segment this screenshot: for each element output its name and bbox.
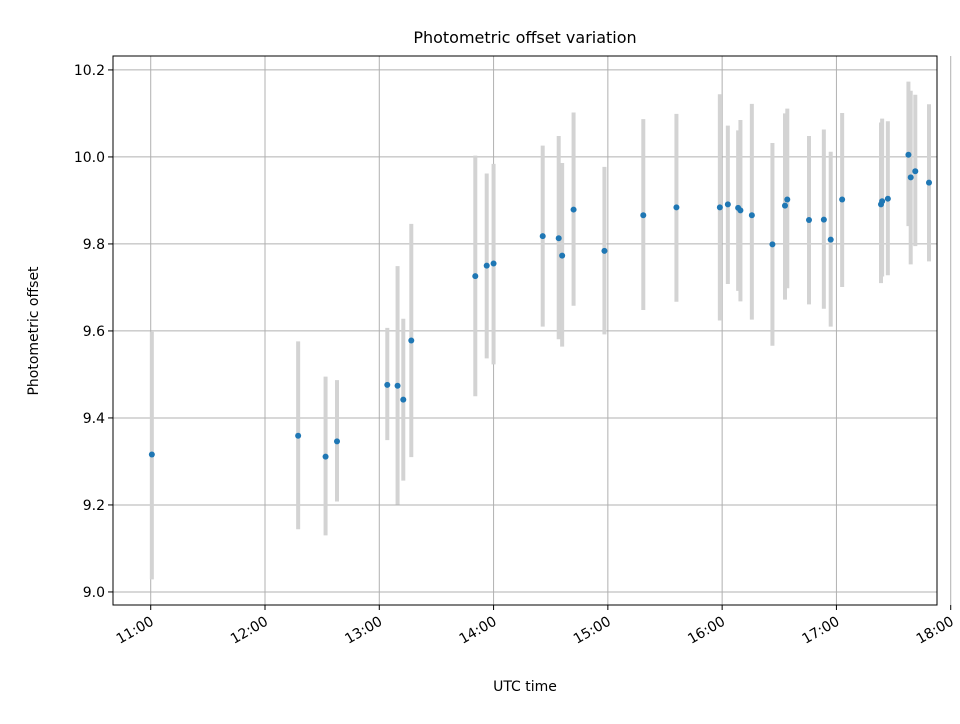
data-point	[884, 195, 891, 202]
y-tick-label: 9.4	[83, 411, 105, 427]
y-axis: 9.0 9.2 9.4 9.6 9.8 10.0 10.2	[74, 63, 113, 601]
y-tick-label: 9.0	[83, 585, 105, 601]
data-point	[912, 168, 919, 175]
data-point	[724, 201, 731, 208]
data-point	[782, 202, 788, 209]
y-tick-label: 9.8	[83, 237, 105, 253]
point-layer	[148, 151, 932, 460]
data-point	[483, 262, 490, 269]
data-point	[769, 241, 776, 248]
y-tick-label: 10.2	[74, 63, 105, 79]
data-point	[322, 453, 329, 460]
data-point	[905, 151, 912, 158]
data-point	[559, 252, 566, 259]
data-point	[539, 233, 546, 240]
data-point	[400, 396, 407, 403]
data-point	[334, 438, 340, 445]
data-point	[907, 174, 914, 181]
chart-title: Photometric offset variation	[413, 28, 636, 47]
data-point	[384, 381, 391, 388]
y-tick-label: 9.2	[83, 498, 105, 514]
y-axis-label: Photometric offset	[26, 266, 42, 396]
data-point	[784, 196, 791, 203]
grid-layer	[113, 56, 952, 605]
data-point	[827, 236, 834, 243]
data-point	[748, 212, 755, 219]
data-point	[490, 260, 497, 267]
data-point	[737, 207, 744, 214]
y-tick-label: 9.6	[83, 324, 105, 340]
x-axis-label: UTC time	[493, 679, 557, 695]
data-point	[555, 235, 562, 242]
data-point	[806, 217, 812, 224]
data-point	[472, 273, 479, 280]
data-point	[408, 337, 415, 344]
data-point	[673, 204, 680, 211]
data-point	[926, 179, 932, 186]
y-tick-label: 10.0	[74, 150, 105, 166]
data-point	[820, 216, 827, 223]
data-point	[879, 198, 886, 205]
data-point	[295, 432, 302, 439]
data-point	[394, 382, 401, 389]
data-point	[570, 206, 577, 213]
data-point	[839, 196, 846, 203]
data-point	[148, 451, 155, 458]
data-point	[601, 247, 608, 254]
data-point	[640, 212, 647, 219]
data-point	[716, 204, 723, 211]
